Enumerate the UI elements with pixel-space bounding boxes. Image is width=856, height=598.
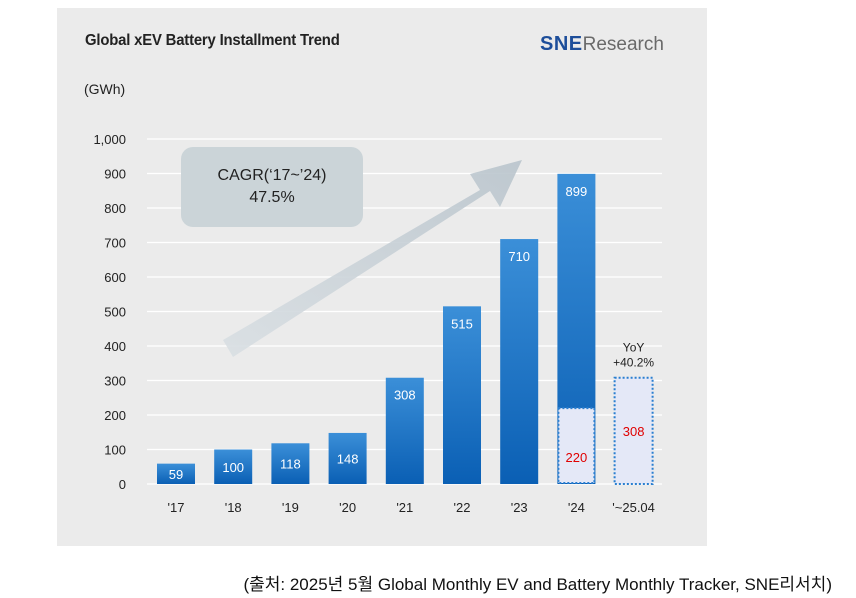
x-tick-label: '24 xyxy=(568,500,585,515)
bar-value-label: 308 xyxy=(623,424,645,439)
bar-segment-2025-ytd xyxy=(557,407,596,485)
segment-value-label: 220 xyxy=(566,450,588,465)
x-tick-label: '18 xyxy=(225,500,242,515)
x-axis: '17 '18 '19 '20 '21 '22 '23 '24 '~25.04 xyxy=(168,500,655,515)
bar xyxy=(271,443,310,484)
x-tick-label: '19 xyxy=(282,500,299,515)
trend-arrow xyxy=(223,160,522,357)
yoy-value: +40.2% xyxy=(613,356,654,370)
y-tick-label: 300 xyxy=(104,374,126,389)
bars: 59 100 118 148 308 515 710 220 899 308 YoY+40.2% xyxy=(157,173,654,485)
yoy-label: YoY xyxy=(623,341,645,355)
y-tick-label: 900 xyxy=(104,167,126,182)
y-tick-label: 100 xyxy=(104,443,126,458)
y-tick-label: 500 xyxy=(104,305,126,320)
y-tick-label: 200 xyxy=(104,408,126,423)
bar xyxy=(214,449,253,484)
bar xyxy=(500,239,539,484)
x-tick-label: '17 xyxy=(168,500,185,515)
bar-value-label: 148 xyxy=(337,451,359,466)
cagr-box: CAGR(‘17~’24) 47.5% xyxy=(181,147,363,227)
chart-title: Global xEV Battery Installment Trend xyxy=(85,32,340,49)
x-tick-label: '23 xyxy=(511,500,528,515)
bar-value-label: 515 xyxy=(451,316,473,331)
y-axis-unit: (GWh) xyxy=(84,81,126,97)
x-tick-label: '~25.04 xyxy=(612,500,655,515)
source-note: (출처: 2025년 5월 Global Monthly EV and Batt… xyxy=(243,575,832,594)
y-tick-label: 700 xyxy=(104,236,126,251)
y-tick-label: 1,000 xyxy=(93,132,126,147)
x-tick-label: '20 xyxy=(339,500,356,515)
sne-research-logo: SNEResearch xyxy=(540,33,664,55)
bar-value-label: 118 xyxy=(280,457,301,472)
x-tick-label: '22 xyxy=(454,500,471,515)
x-tick-label: '21 xyxy=(396,500,413,515)
y-tick-label: 800 xyxy=(104,201,126,216)
cagr-line2: 47.5% xyxy=(249,189,294,206)
cagr-box-bg xyxy=(181,147,363,227)
bar xyxy=(443,306,481,484)
y-tick-label: 0 xyxy=(119,477,126,492)
bar-value-label: 899 xyxy=(566,184,588,199)
y-tick-label: 400 xyxy=(104,339,126,354)
bar xyxy=(157,463,195,484)
cagr-line1: CAGR(‘17~’24) xyxy=(218,167,327,184)
y-axis: 0 100 200 300 400 500 600 700 800 900 1,000 xyxy=(93,132,126,492)
bar-value-label: 710 xyxy=(508,249,530,264)
bar-projection xyxy=(613,376,654,485)
bar-value-label: 59 xyxy=(169,467,183,482)
trend-arrow-shape xyxy=(223,160,522,357)
bar-value-label: 100 xyxy=(222,460,244,475)
y-tick-label: 600 xyxy=(104,270,126,285)
bar-value-label: 308 xyxy=(394,388,416,403)
bar xyxy=(385,377,424,484)
bar xyxy=(328,432,367,484)
